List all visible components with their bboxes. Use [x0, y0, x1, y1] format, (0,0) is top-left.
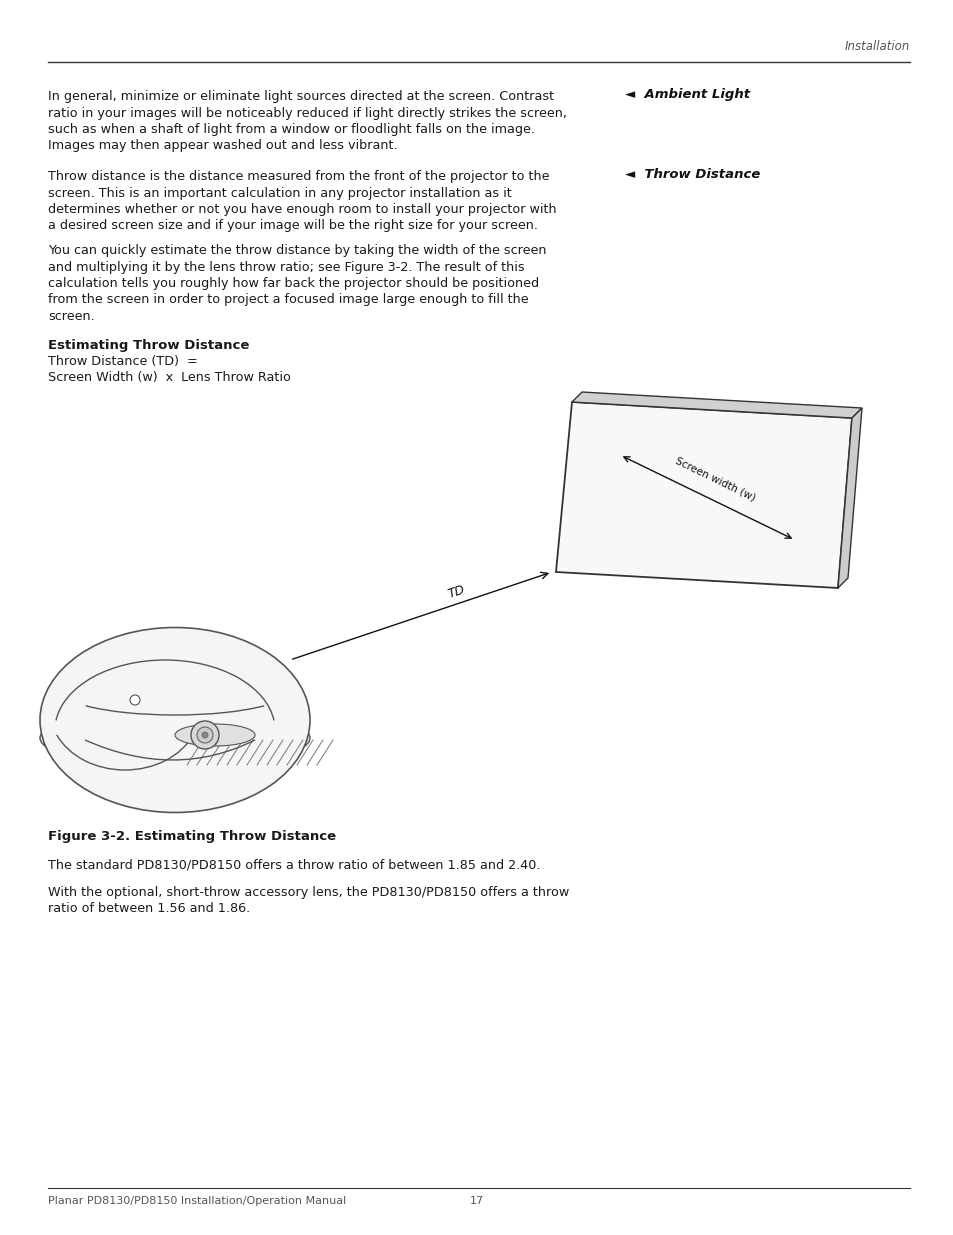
Polygon shape — [837, 408, 862, 588]
Text: ◄  Ambient Light: ◄ Ambient Light — [624, 88, 749, 101]
Polygon shape — [572, 391, 862, 417]
Text: determines whether or not you have enough room to install your projector with: determines whether or not you have enoug… — [48, 203, 556, 216]
Text: Planar PD8130/PD8150 Installation/Operation Manual: Planar PD8130/PD8150 Installation/Operat… — [48, 1195, 346, 1207]
Text: from the screen in order to project a focused image large enough to fill the: from the screen in order to project a fo… — [48, 294, 528, 306]
Text: a desired screen size and if your image will be the right size for your screen.: a desired screen size and if your image … — [48, 220, 537, 232]
Text: With the optional, short-throw accessory lens, the PD8130/PD8150 offers a throw: With the optional, short-throw accessory… — [48, 885, 569, 899]
Text: Installation: Installation — [843, 40, 909, 53]
Text: Screen width (w): Screen width (w) — [673, 456, 757, 503]
Text: such as when a shaft of light from a window or floodlight falls on the image.: such as when a shaft of light from a win… — [48, 124, 535, 136]
Text: screen.: screen. — [48, 310, 94, 324]
Text: ◄  Throw Distance: ◄ Throw Distance — [624, 168, 760, 182]
Text: Estimating Throw Distance: Estimating Throw Distance — [48, 338, 249, 352]
Text: and multiplying it by the lens throw ratio; see Figure 3-2. The result of this: and multiplying it by the lens throw rat… — [48, 261, 524, 273]
Text: Screen Width (w)  x  Lens Throw Ratio: Screen Width (w) x Lens Throw Ratio — [48, 370, 291, 384]
Text: ratio of between 1.56 and 1.86.: ratio of between 1.56 and 1.86. — [48, 903, 250, 915]
Circle shape — [130, 695, 140, 705]
Text: You can quickly estimate the throw distance by taking the width of the screen: You can quickly estimate the throw dista… — [48, 245, 546, 257]
Text: TD: TD — [446, 583, 466, 601]
Text: Throw distance is the distance measured from the front of the projector to the: Throw distance is the distance measured … — [48, 170, 549, 183]
Text: Images may then appear washed out and less vibrant.: Images may then appear washed out and le… — [48, 140, 397, 152]
Circle shape — [202, 732, 208, 739]
Ellipse shape — [40, 627, 310, 813]
Text: Figure 3-2. Estimating Throw Distance: Figure 3-2. Estimating Throw Distance — [48, 830, 335, 844]
Text: screen. This is an important calculation in any projector installation as it: screen. This is an important calculation… — [48, 186, 511, 200]
Text: In general, minimize or eliminate light sources directed at the screen. Contrast: In general, minimize or eliminate light … — [48, 90, 554, 103]
Ellipse shape — [40, 708, 310, 768]
Circle shape — [191, 721, 219, 748]
Text: calculation tells you roughly how far back the projector should be positioned: calculation tells you roughly how far ba… — [48, 277, 538, 290]
Text: Throw Distance (TD)  =: Throw Distance (TD) = — [48, 354, 197, 368]
Text: The standard PD8130/PD8150 offers a throw ratio of between 1.85 and 2.40.: The standard PD8130/PD8150 offers a thro… — [48, 858, 540, 871]
Ellipse shape — [174, 724, 254, 746]
Circle shape — [196, 727, 213, 743]
Polygon shape — [556, 403, 851, 588]
Text: ratio in your images will be noticeably reduced if light directly strikes the sc: ratio in your images will be noticeably … — [48, 106, 566, 120]
Text: 17: 17 — [470, 1195, 483, 1207]
